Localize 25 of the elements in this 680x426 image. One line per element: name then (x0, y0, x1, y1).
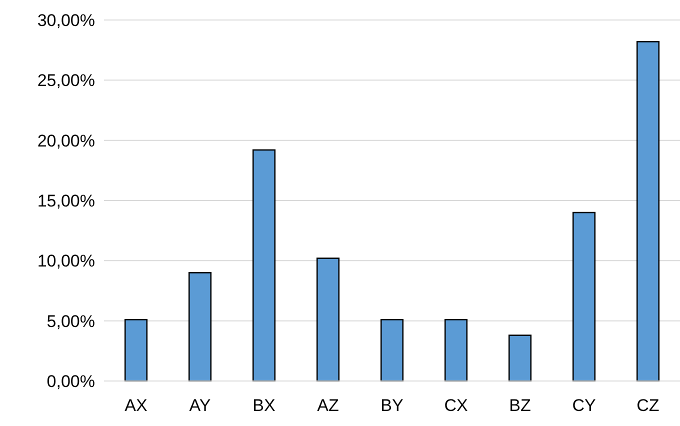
bar (636, 41, 660, 382)
bar (188, 272, 212, 382)
x-tick-label: AX (124, 396, 148, 415)
y-tick-label: 25,00% (37, 71, 95, 90)
y-tick-label: 0,00% (46, 372, 95, 391)
x-tick-label: AZ (317, 396, 339, 415)
bar (380, 318, 404, 382)
bar (508, 334, 532, 382)
x-tick-label: BY (380, 396, 404, 415)
bar (316, 258, 340, 382)
y-tick-label: 30,00% (37, 10, 95, 30)
x-tick-label: BZ (509, 396, 531, 415)
x-tick-label: AY (189, 396, 211, 415)
y-tick-label: 15,00% (37, 191, 95, 210)
y-tick-label: 10,00% (37, 252, 95, 271)
x-tick-label: CX (444, 396, 468, 415)
y-tick-label: 20,00% (37, 131, 95, 150)
x-tick-label: CY (572, 396, 596, 415)
x-tick-label: BX (252, 396, 276, 415)
bar (124, 318, 148, 382)
bar (572, 212, 596, 382)
x-tick-label: CZ (636, 396, 660, 415)
bar (252, 149, 276, 382)
y-tick-label: 5,00% (46, 312, 95, 331)
bar (444, 318, 468, 382)
